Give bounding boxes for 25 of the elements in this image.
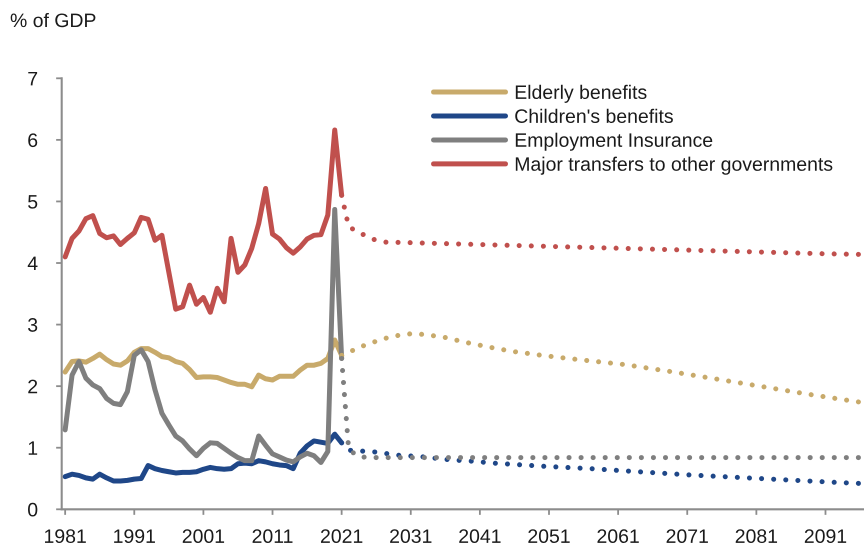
x-tick-label: 2051 [528, 529, 570, 544]
x-tick-label: 2061 [597, 529, 639, 544]
x-tick-label: 2071 [666, 529, 708, 544]
y-tick-label: 3 [28, 318, 38, 332]
x-tick-label: 2011 [252, 529, 292, 544]
y-tick-label: 6 [28, 133, 38, 148]
y-tick-label: 7 [28, 72, 38, 86]
x-tick-label: 1981 [45, 529, 86, 544]
x-tick-label: 2091 [804, 529, 846, 544]
legend-label: Elderly benefits [516, 84, 646, 103]
y-tick-label: 0 [28, 502, 38, 517]
x-tick-label: 2001 [182, 529, 224, 544]
legend-label: Major transfers to other governments [516, 156, 832, 175]
x-tick-label: 2031 [390, 529, 432, 544]
y-tick-label: 4 [28, 256, 38, 270]
legend-label: Children's benefits [515, 108, 673, 124]
y-axis-title: % of GDP [10, 12, 96, 28]
x-tick-label: 1991 [114, 529, 155, 544]
y-tick-label: 5 [28, 195, 38, 209]
y-tick-label: 2 [28, 380, 38, 394]
x-tick-label: 2081 [736, 529, 778, 544]
x-tick-label: 2021 [320, 529, 362, 544]
x-tick-label: 2041 [459, 529, 501, 544]
y-tick-label: 1 [28, 441, 38, 455]
legend-label: Employment Insurance [516, 132, 712, 151]
